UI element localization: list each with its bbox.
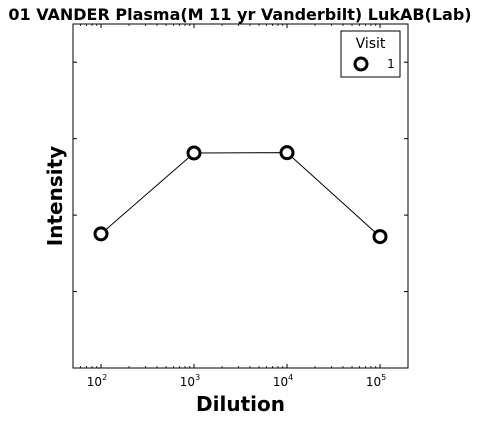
data-point: [279, 145, 295, 161]
chart-title: 01 VANDER Plasma(M 11 yr Vanderbilt) Luk…: [8, 5, 471, 24]
data-point: [93, 226, 109, 242]
x-tick-label: 105: [366, 373, 386, 389]
series-line: [100, 152, 381, 237]
data-point: [372, 229, 388, 245]
legend-box: [340, 30, 401, 78]
legend: Visit 1: [340, 30, 401, 78]
x-tick-label: 102: [87, 373, 107, 389]
y-axis-ticks: [73, 61, 408, 293]
x-axis-ticks: 102 103 104 105: [72, 24, 409, 389]
y-axis-label: Intensity: [43, 146, 67, 246]
legend-entry-label: 1: [387, 57, 395, 71]
x-tick-label: 104: [273, 373, 293, 389]
legend-title: Visit: [356, 36, 386, 52]
plot-area: [72, 23, 409, 369]
x-axis-label: Dilution: [196, 392, 285, 416]
data-point: [186, 145, 202, 161]
legend-marker-icon: [353, 56, 369, 72]
series-layer: [93, 145, 388, 245]
x-tick-label: 103: [180, 373, 200, 389]
